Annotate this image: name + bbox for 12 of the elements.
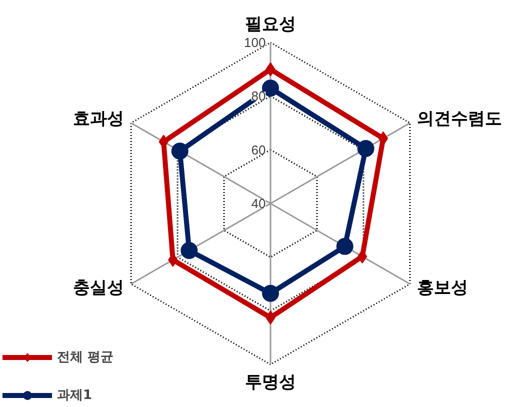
spoke-label: 홍보성 xyxy=(416,278,468,298)
spoke-label: 충실성 xyxy=(73,278,124,298)
spoke-label: 의견수렴도 xyxy=(416,108,502,129)
legend-label: 과제1 xyxy=(57,387,92,404)
legend-label: 전체 평균 xyxy=(57,349,114,366)
y-tick-label: 80 xyxy=(251,88,266,104)
y-tick-label: 100 xyxy=(244,35,266,50)
spoke-label: 투명성 xyxy=(245,372,296,393)
spoke-label: 필요성 xyxy=(245,14,296,34)
y-tick-label: 60 xyxy=(251,142,266,158)
y-tick-label: 40 xyxy=(251,196,266,211)
spoke-label: 효과성 xyxy=(73,108,124,129)
